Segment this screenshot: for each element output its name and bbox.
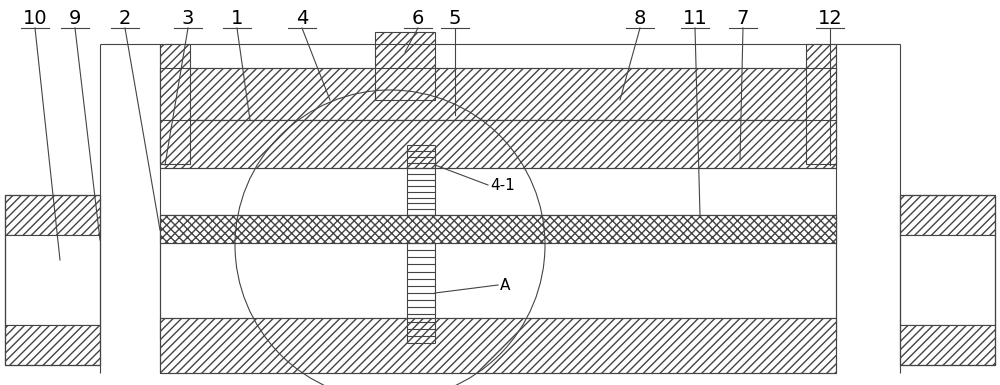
Text: 3: 3	[182, 8, 194, 27]
Text: 8: 8	[634, 8, 646, 27]
Text: 4: 4	[296, 8, 308, 27]
Bar	[375, 32, 435, 100]
Bar	[160, 215, 836, 340]
Text: 1: 1	[231, 8, 243, 27]
Bar	[900, 235, 995, 325]
Bar	[160, 120, 836, 168]
Text: A: A	[500, 278, 510, 293]
Bar	[160, 318, 836, 373]
Bar	[900, 325, 995, 365]
Text: 9: 9	[69, 8, 81, 27]
Bar	[900, 195, 995, 235]
Bar	[160, 68, 836, 120]
Text: 6: 6	[412, 8, 424, 27]
Text: 7: 7	[737, 8, 749, 27]
Bar	[806, 44, 836, 164]
Text: 12: 12	[818, 8, 842, 27]
Bar	[5, 325, 100, 365]
Text: 2: 2	[119, 8, 131, 27]
Bar	[160, 44, 190, 164]
Text: 10: 10	[23, 8, 47, 27]
Text: 11: 11	[683, 8, 707, 27]
Bar	[160, 215, 836, 243]
Text: 5: 5	[449, 8, 461, 27]
Bar	[5, 195, 100, 235]
Text: 4-1: 4-1	[490, 177, 515, 192]
Bar	[5, 235, 100, 325]
